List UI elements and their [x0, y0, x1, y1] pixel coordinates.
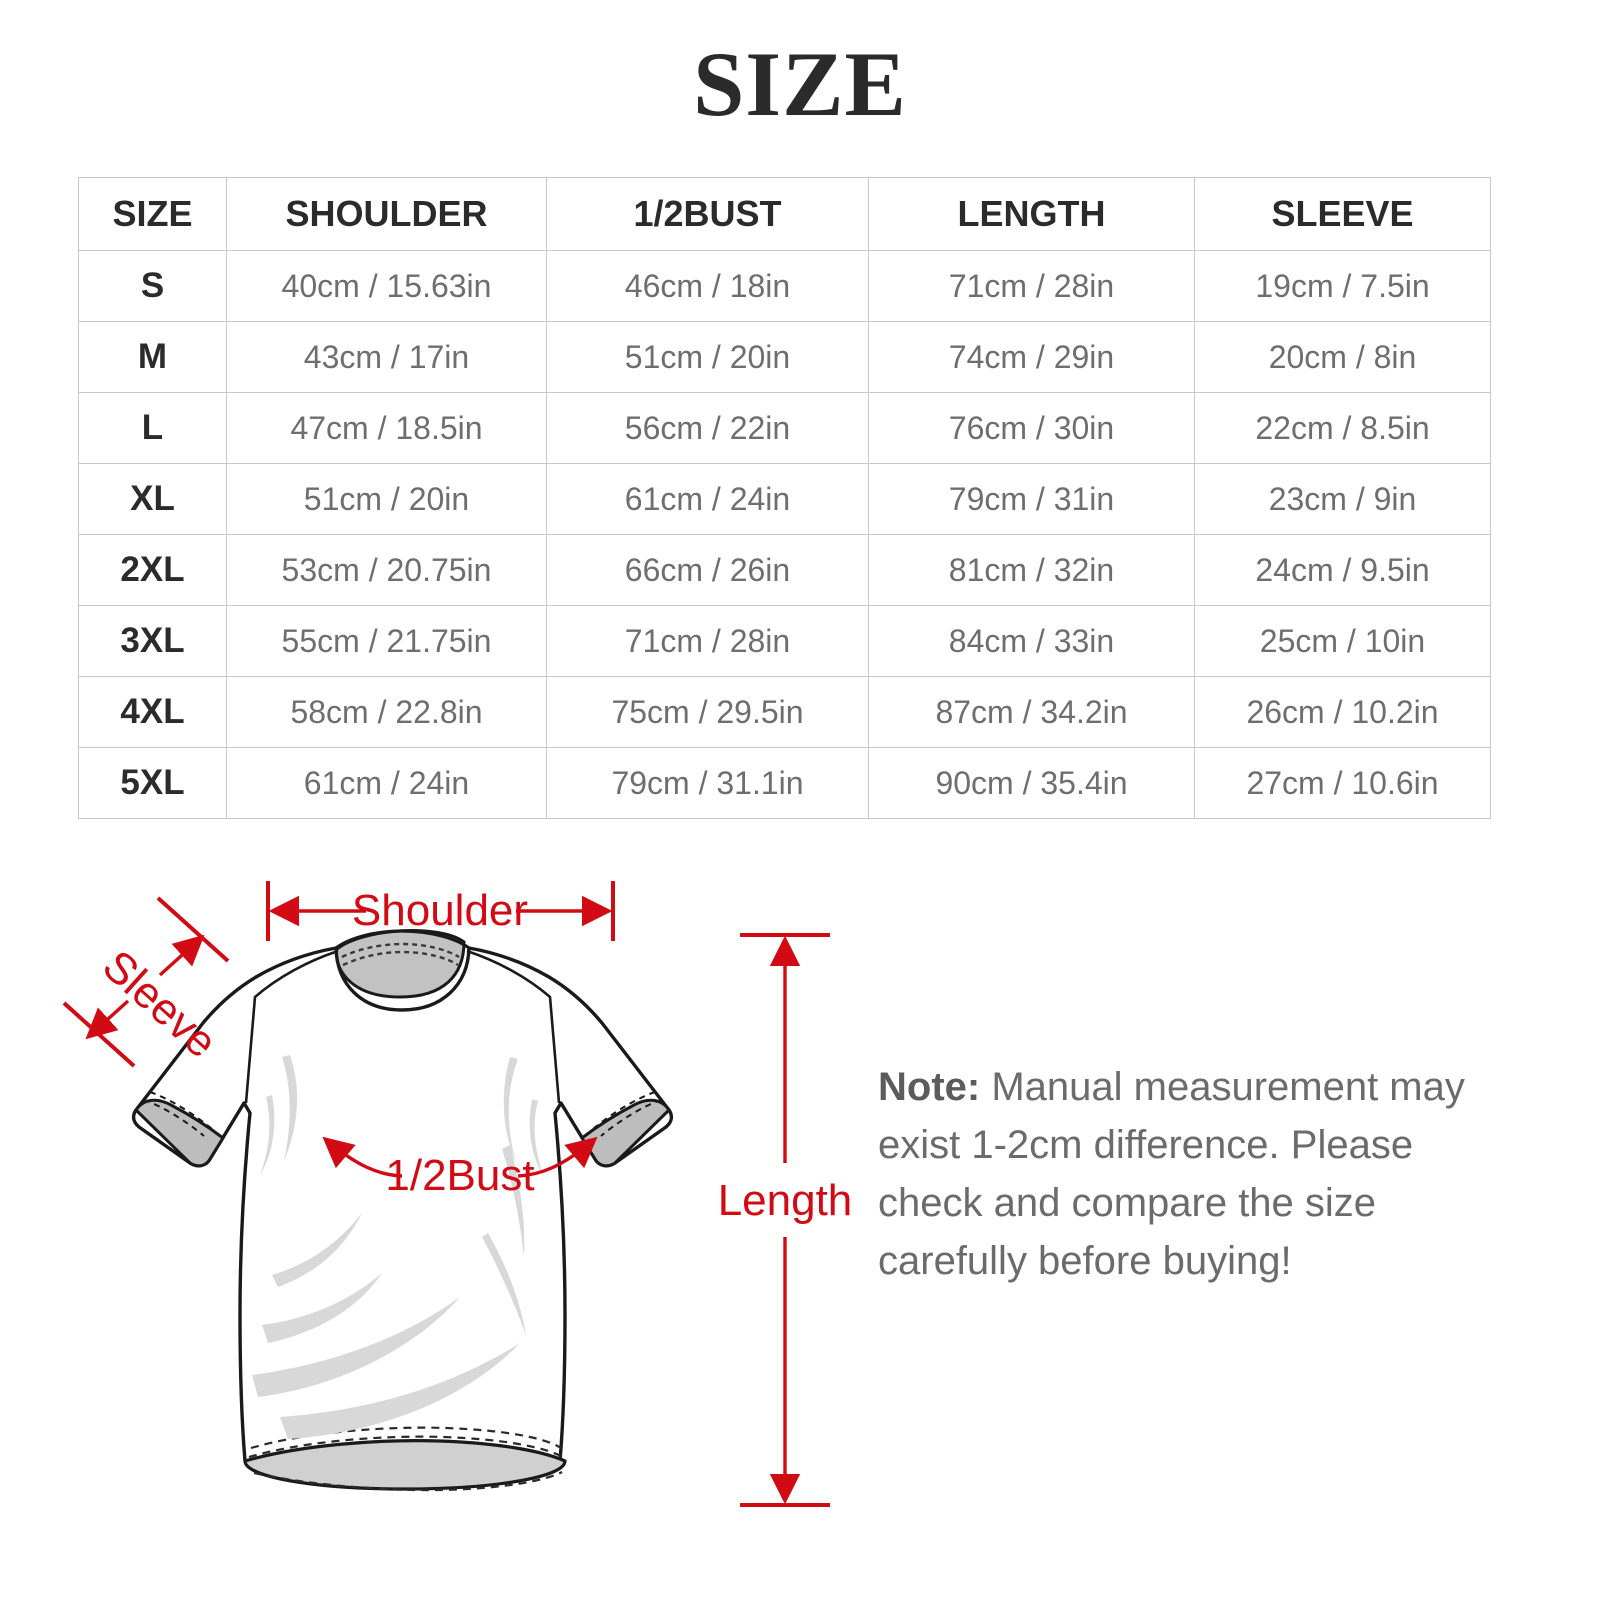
- cell-shoulder: 51cm / 20in: [226, 463, 547, 535]
- table-row: L 47cm / 18.5in 56cm / 22in 76cm / 30in …: [78, 392, 1491, 464]
- tshirt-measurement-diagram: Shoulder Sleeve 1/2Bust Length: [40, 845, 860, 1565]
- cell-size: 5XL: [78, 747, 227, 819]
- cell-shoulder: 47cm / 18.5in: [226, 392, 547, 464]
- cell-shoulder: 53cm / 20.75in: [226, 534, 547, 606]
- shoulder-label: Shoulder: [352, 886, 528, 935]
- cell-sleeve: 22cm / 8.5in: [1194, 392, 1491, 464]
- table-row: 4XL 58cm / 22.8in 75cm / 29.5in 87cm / 3…: [78, 676, 1491, 748]
- cell-bust: 66cm / 26in: [546, 534, 869, 606]
- cell-sleeve: 24cm / 9.5in: [1194, 534, 1491, 606]
- column-header-sleeve: SLEEVE: [1194, 177, 1491, 251]
- cell-shoulder: 55cm / 21.75in: [226, 605, 547, 677]
- length-label: Length: [718, 1176, 853, 1225]
- cell-sleeve: 20cm / 8in: [1194, 321, 1491, 393]
- column-header-bust: 1/2BUST: [546, 177, 869, 251]
- cell-length: 87cm / 34.2in: [868, 676, 1195, 748]
- table-row: 3XL 55cm / 21.75in 71cm / 28in 84cm / 33…: [78, 605, 1491, 677]
- note-text: Manual measurement may exist 1-2cm diffe…: [878, 1065, 1465, 1283]
- note-label: Note:: [878, 1065, 981, 1109]
- cell-length: 76cm / 30in: [868, 392, 1195, 464]
- cell-bust: 56cm / 22in: [546, 392, 869, 464]
- cell-size: S: [78, 250, 227, 322]
- column-header-length: LENGTH: [868, 177, 1195, 251]
- table-row: S 40cm / 15.63in 46cm / 18in 71cm / 28in…: [78, 250, 1491, 322]
- cell-length: 81cm / 32in: [868, 534, 1195, 606]
- table-row: 2XL 53cm / 20.75in 66cm / 26in 81cm / 32…: [78, 534, 1491, 606]
- table-header-row: SIZE SHOULDER 1/2BUST LENGTH SLEEVE: [78, 177, 1491, 251]
- cell-length: 79cm / 31in: [868, 463, 1195, 535]
- cell-bust: 51cm / 20in: [546, 321, 869, 393]
- cell-size: 2XL: [78, 534, 227, 606]
- cell-size: 3XL: [78, 605, 227, 677]
- table-row: M 43cm / 17in 51cm / 20in 74cm / 29in 20…: [78, 321, 1491, 393]
- size-chart-table: SIZE SHOULDER 1/2BUST LENGTH SLEEVE S 40…: [78, 177, 1491, 819]
- cell-bust: 61cm / 24in: [546, 463, 869, 535]
- cell-shoulder: 61cm / 24in: [226, 747, 547, 819]
- table-row: XL 51cm / 20in 61cm / 24in 79cm / 31in 2…: [78, 463, 1491, 535]
- half-bust-label: 1/2Bust: [385, 1151, 534, 1200]
- cell-bust: 75cm / 29.5in: [546, 676, 869, 748]
- sleeve-dimension-annotation: Sleeve: [62, 896, 230, 1068]
- cell-sleeve: 19cm / 7.5in: [1194, 250, 1491, 322]
- cell-size: L: [78, 392, 227, 464]
- cell-bust: 71cm / 28in: [546, 605, 869, 677]
- cell-bust: 79cm / 31.1in: [546, 747, 869, 819]
- table-row: 5XL 61cm / 24in 79cm / 31.1in 90cm / 35.…: [78, 747, 1491, 819]
- cell-shoulder: 43cm / 17in: [226, 321, 547, 393]
- cell-sleeve: 25cm / 10in: [1194, 605, 1491, 677]
- half-bust-dimension-annotation: 1/2Bust: [322, 1136, 598, 1200]
- cell-length: 90cm / 35.4in: [868, 747, 1195, 819]
- cell-length: 74cm / 29in: [868, 321, 1195, 393]
- cell-size: XL: [78, 463, 227, 535]
- cell-sleeve: 27cm / 10.6in: [1194, 747, 1491, 819]
- cell-length: 71cm / 28in: [868, 250, 1195, 322]
- page-title: SIZE: [693, 33, 907, 135]
- cell-length: 84cm / 33in: [868, 605, 1195, 677]
- measurement-note: Note: Manual measurement may exist 1-2cm…: [878, 1058, 1498, 1290]
- cell-bust: 46cm / 18in: [546, 250, 869, 322]
- column-header-size: SIZE: [78, 177, 227, 251]
- length-dimension-annotation: Length: [718, 933, 853, 1507]
- cell-size: 4XL: [78, 676, 227, 748]
- tshirt-illustration: [131, 929, 674, 1492]
- cell-shoulder: 40cm / 15.63in: [226, 250, 547, 322]
- shoulder-dimension-annotation: Shoulder: [266, 881, 615, 941]
- cell-sleeve: 23cm / 9in: [1194, 463, 1491, 535]
- cell-sleeve: 26cm / 10.2in: [1194, 676, 1491, 748]
- cell-shoulder: 58cm / 22.8in: [226, 676, 547, 748]
- column-header-shoulder: SHOULDER: [226, 177, 547, 251]
- cell-size: M: [78, 321, 227, 393]
